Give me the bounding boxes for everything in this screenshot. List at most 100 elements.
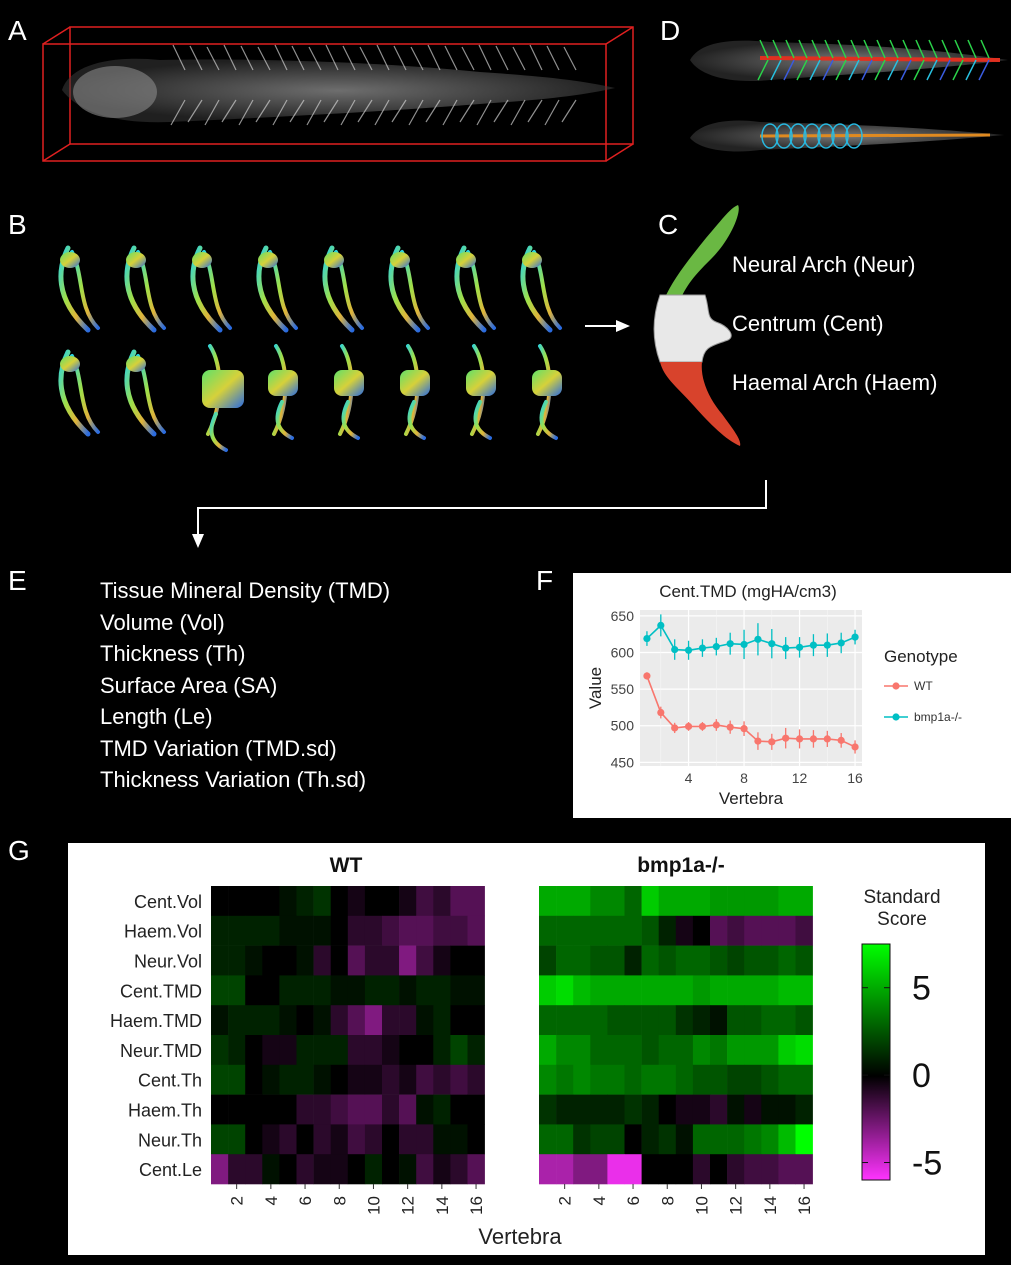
chart-f-series bbox=[643, 614, 859, 754]
rib-ellipse bbox=[845, 123, 863, 149]
rib-line bbox=[529, 44, 543, 71]
segmented-ribs bbox=[757, 39, 990, 81]
rib-line bbox=[410, 46, 424, 71]
heat-cell bbox=[313, 945, 331, 976]
heat-cell bbox=[744, 1094, 762, 1125]
heat-cell bbox=[450, 975, 468, 1006]
heat-cell bbox=[228, 915, 246, 946]
heat-cell bbox=[573, 915, 591, 946]
rib-line bbox=[340, 99, 356, 126]
panel-d-segmented-fish bbox=[690, 39, 1008, 152]
heat-cell bbox=[245, 1154, 263, 1185]
haemal-spine-line bbox=[783, 59, 795, 81]
label-haemal-arch: Haemal Arch (Haem) bbox=[732, 370, 937, 395]
vertebra-arch bbox=[539, 400, 558, 440]
metric-item: Thickness Variation (Th.sd) bbox=[100, 767, 367, 792]
heat-cell bbox=[245, 886, 263, 917]
data-point bbox=[809, 735, 818, 743]
heat-cell bbox=[675, 1005, 694, 1036]
haemal-spine-line bbox=[887, 59, 899, 81]
heat-cell bbox=[416, 1035, 434, 1066]
heat-cell bbox=[313, 1124, 331, 1155]
heat-cell bbox=[211, 1035, 229, 1066]
label-centrum: Centrum (Cent) bbox=[732, 311, 884, 336]
row-label: Haem.TMD bbox=[110, 1011, 202, 1031]
row-label: Cent.Le bbox=[139, 1160, 202, 1180]
heat-cell bbox=[347, 886, 366, 917]
data-point bbox=[837, 639, 845, 647]
heatmap-row-labels: Cent.Vol Haem.Vol Neur.Vol Cent.TMD Haem.TMD… bbox=[110, 892, 202, 1180]
heat-cell bbox=[795, 1124, 813, 1155]
metric-item: Tissue Mineral Density (TMD) bbox=[100, 578, 391, 603]
metric-item: Thickness (Th) bbox=[100, 641, 246, 666]
vertebra-centrum bbox=[60, 356, 80, 372]
panel-b-vertebrae bbox=[58, 245, 562, 452]
chart-f-xlabel: Vertebra bbox=[719, 789, 784, 808]
heat-cell bbox=[675, 1035, 694, 1066]
heat-cell bbox=[761, 886, 779, 917]
heat-cell bbox=[364, 945, 383, 976]
haemal-spine-line bbox=[952, 59, 964, 81]
data-point bbox=[740, 640, 748, 649]
heat-cell bbox=[433, 1005, 451, 1036]
heat-cell bbox=[573, 945, 591, 976]
data-point bbox=[671, 724, 679, 732]
vertebra-arch bbox=[209, 412, 228, 452]
heat-cell bbox=[467, 1064, 485, 1095]
chart-g-frame bbox=[68, 843, 985, 1255]
centrum-shape bbox=[653, 294, 732, 363]
heat-cell bbox=[433, 1124, 451, 1155]
heat-cell bbox=[624, 1154, 642, 1185]
neural-spine-line bbox=[772, 39, 782, 59]
fish-ribs bbox=[170, 44, 577, 126]
vertebra-render bbox=[454, 245, 496, 333]
heat-cell bbox=[433, 915, 451, 946]
panel-label-d: D bbox=[660, 15, 680, 46]
rib-line bbox=[206, 46, 220, 71]
vertebra-centrum bbox=[334, 370, 364, 396]
heat-cell bbox=[399, 1124, 417, 1155]
heat-cell bbox=[744, 1005, 762, 1036]
heat-cell bbox=[382, 1005, 400, 1036]
panel-label-g: G bbox=[8, 835, 30, 866]
heat-cell bbox=[228, 886, 246, 917]
heat-cell bbox=[590, 945, 608, 976]
heat-cell bbox=[710, 915, 728, 946]
heat-cell bbox=[692, 1005, 711, 1036]
data-point bbox=[795, 735, 804, 743]
heat-cell bbox=[590, 1124, 608, 1155]
data-point bbox=[671, 645, 679, 654]
vertebra-centrum bbox=[202, 370, 244, 408]
heat-cell bbox=[296, 1005, 314, 1036]
vertebra-arch bbox=[407, 400, 426, 440]
heat-cell bbox=[641, 1154, 659, 1185]
heat-cell bbox=[556, 1154, 574, 1185]
heat-cell bbox=[539, 1064, 557, 1095]
rib-line bbox=[563, 46, 577, 71]
legend-key-point bbox=[892, 713, 900, 721]
data-point bbox=[643, 634, 651, 643]
heat-cell bbox=[573, 1094, 591, 1125]
heat-cell bbox=[556, 915, 574, 946]
heat-cell bbox=[296, 1124, 314, 1155]
heat-cell bbox=[228, 1154, 246, 1185]
rib-line bbox=[189, 45, 203, 71]
heat-cell bbox=[313, 1064, 331, 1095]
heat-cell bbox=[296, 1035, 314, 1066]
x-tick-label: 12 bbox=[727, 1196, 746, 1215]
data-point bbox=[851, 633, 859, 641]
heat-cell bbox=[245, 945, 263, 976]
heat-cell bbox=[556, 886, 574, 917]
data-point bbox=[837, 736, 845, 744]
heat-cell bbox=[744, 945, 762, 976]
vertebra-centrum bbox=[456, 252, 476, 268]
series-wt bbox=[643, 672, 859, 754]
legend-tick-label: 5 bbox=[912, 970, 931, 1008]
haemal-spine-line bbox=[861, 59, 873, 81]
heat-cell bbox=[330, 975, 349, 1006]
heat-cell bbox=[279, 1064, 297, 1095]
legend-title-line1: Standard bbox=[863, 887, 940, 908]
heat-cell bbox=[433, 1154, 451, 1185]
heat-cell bbox=[658, 915, 677, 946]
heat-cell bbox=[658, 1154, 677, 1185]
